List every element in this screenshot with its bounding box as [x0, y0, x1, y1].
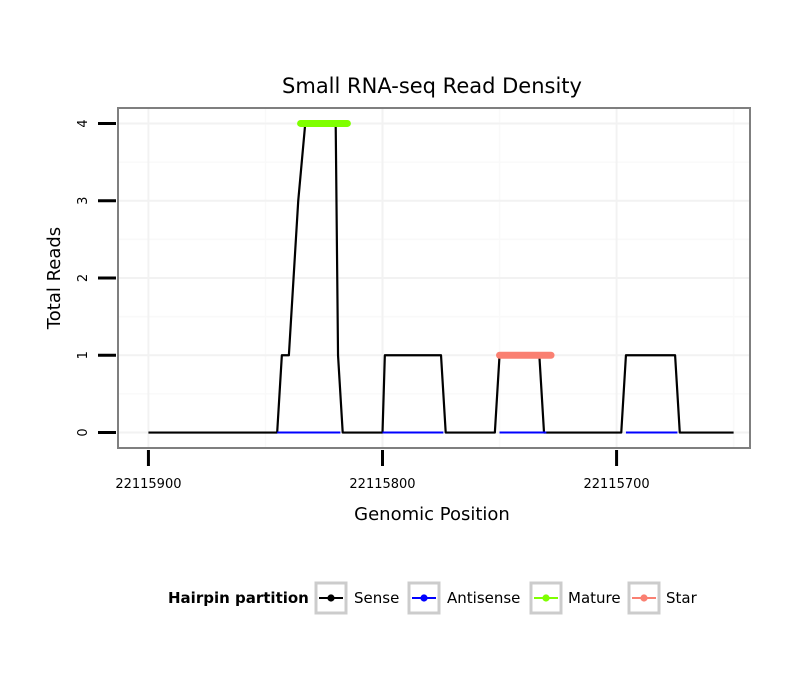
- legend-label-antisense: Antisense: [447, 589, 520, 607]
- y-axis: 0 1 2 3 4: [76, 119, 116, 437]
- legend-item-mature: Mature: [529, 581, 621, 615]
- series-sense-line: [148, 122, 734, 434]
- legend-title: Hairpin partition: [168, 589, 309, 607]
- legend-label-sense: Sense: [354, 589, 399, 607]
- legend-item-antisense: Antisense: [407, 581, 520, 615]
- legend-label-mature: Mature: [568, 589, 621, 607]
- legend-key-dot-star: [640, 594, 648, 602]
- series-layer: [148, 119, 734, 434]
- legend-key-dot-sense: [327, 594, 335, 602]
- x-axis-label: Genomic Position: [354, 504, 510, 525]
- legend-label-star: Star: [666, 589, 698, 607]
- y-tick-label: 4: [76, 119, 91, 127]
- legend: Hairpin partition Sense Antisense Mature St…: [168, 581, 698, 615]
- y-tick-label: 3: [76, 197, 91, 205]
- legend-key-dot-antisense: [420, 594, 428, 602]
- plot-area: [117, 107, 751, 449]
- x-tick-label: 22115800: [349, 477, 415, 492]
- y-tick-label: 1: [76, 351, 91, 359]
- y-axis-label: Total Reads: [44, 227, 65, 330]
- legend-item-star: Star: [627, 581, 698, 615]
- legend-item-sense: Sense: [314, 581, 399, 615]
- chart-title: Small RNA-seq Read Density: [282, 74, 582, 98]
- x-tick-label: 22115900: [115, 477, 181, 492]
- y-tick-label: 0: [76, 428, 91, 436]
- x-tick-label: 22115700: [583, 477, 649, 492]
- legend-entries: Sense Antisense Mature Star: [314, 581, 698, 615]
- x-axis: 22115900 22115800 22115700: [115, 450, 650, 492]
- plot-border: [117, 107, 751, 449]
- legend-key-dot-mature: [542, 594, 550, 602]
- y-tick-label: 2: [76, 274, 91, 282]
